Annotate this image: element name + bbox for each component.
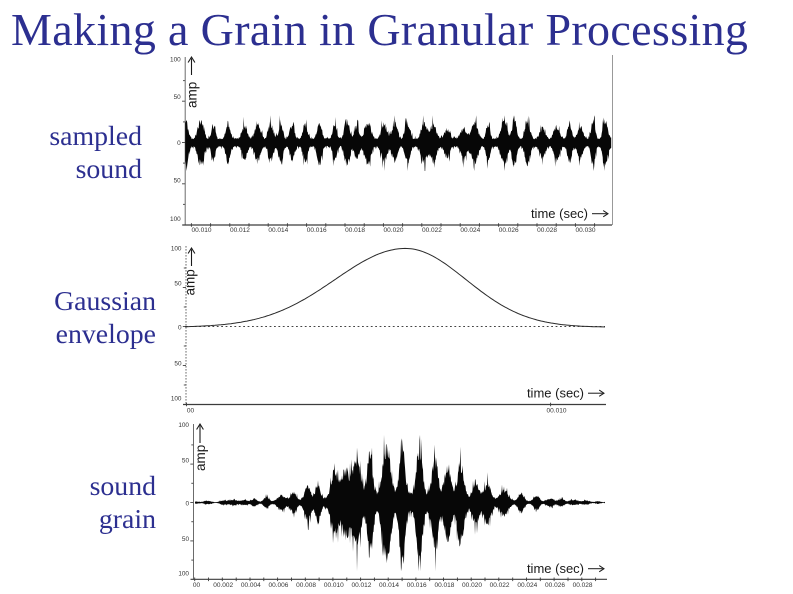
svg-text:00: 00	[193, 582, 201, 589]
svg-text:00.020: 00.020	[384, 227, 404, 234]
svg-text:100: 100	[170, 57, 181, 64]
svg-text:50: 50	[182, 536, 190, 543]
svg-text:00.024: 00.024	[517, 582, 537, 589]
svg-text:00.028: 00.028	[537, 227, 557, 234]
svg-text:00.008: 00.008	[296, 582, 316, 589]
svg-text:00.014: 00.014	[268, 227, 288, 234]
svg-text:amp: amp	[185, 82, 200, 108]
svg-text:0: 0	[177, 140, 181, 147]
svg-text:0: 0	[185, 501, 189, 508]
svg-text:00.018: 00.018	[345, 227, 365, 234]
svg-text:00.030: 00.030	[576, 227, 596, 234]
svg-text:00.026: 00.026	[499, 227, 519, 234]
svg-text:amp: amp	[193, 445, 208, 471]
svg-text:50: 50	[174, 94, 182, 101]
svg-text:time (sec): time (sec)	[531, 206, 588, 221]
svg-text:amp: amp	[183, 269, 198, 295]
svg-text:00.012: 00.012	[351, 582, 371, 589]
svg-text:00.022: 00.022	[490, 582, 510, 589]
svg-text:50: 50	[174, 361, 182, 368]
svg-text:time (sec): time (sec)	[527, 386, 584, 401]
svg-text:00.006: 00.006	[268, 582, 288, 589]
svg-text:100: 100	[171, 246, 182, 253]
svg-text:00.016: 00.016	[407, 582, 427, 589]
svg-text:100: 100	[170, 216, 181, 223]
svg-text:00.028: 00.028	[573, 582, 593, 589]
svg-text:00.024: 00.024	[460, 227, 480, 234]
svg-text:00.012: 00.012	[230, 227, 250, 234]
svg-text:00.010: 00.010	[547, 408, 567, 415]
svg-text:00.020: 00.020	[462, 582, 482, 589]
svg-text:00: 00	[187, 408, 195, 415]
svg-text:100: 100	[178, 422, 189, 429]
svg-text:time (sec): time (sec)	[527, 561, 584, 576]
svg-text:50: 50	[174, 178, 182, 185]
svg-text:00.016: 00.016	[307, 227, 327, 234]
svg-text:00.018: 00.018	[434, 582, 454, 589]
svg-text:00.010: 00.010	[324, 582, 344, 589]
svg-text:50: 50	[182, 458, 190, 465]
svg-text:50: 50	[174, 281, 182, 288]
svg-text:00.014: 00.014	[379, 582, 399, 589]
svg-text:100: 100	[171, 396, 182, 403]
svg-text:100: 100	[178, 571, 189, 578]
svg-text:00.002: 00.002	[213, 582, 233, 589]
svg-text:00.004: 00.004	[241, 582, 261, 589]
svg-text:00.010: 00.010	[192, 227, 212, 234]
svg-text:00.022: 00.022	[422, 227, 442, 234]
svg-text:0: 0	[178, 325, 182, 332]
svg-text:00.026: 00.026	[545, 582, 565, 589]
